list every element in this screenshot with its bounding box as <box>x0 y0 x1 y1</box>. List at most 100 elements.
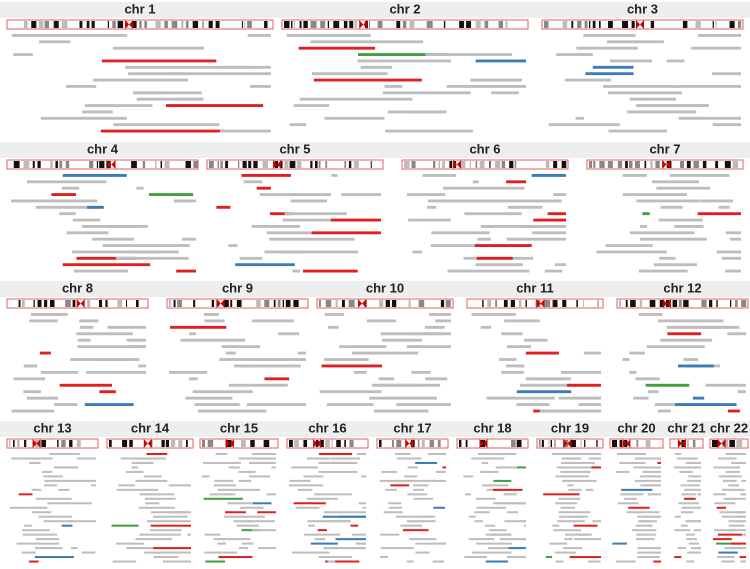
segment <box>282 218 366 222</box>
segment <box>635 524 653 527</box>
segment <box>86 370 146 374</box>
segment <box>203 461 241 464</box>
ideogram-band <box>426 21 433 28</box>
segment <box>605 244 653 247</box>
segment <box>290 199 327 203</box>
segment <box>225 511 246 514</box>
segment <box>240 364 301 368</box>
segment <box>507 205 543 209</box>
segment <box>532 231 566 235</box>
segment <box>730 547 746 550</box>
segment <box>622 193 687 196</box>
segment <box>76 457 96 460</box>
ideogram-band <box>72 300 76 307</box>
ideogram-band <box>588 21 591 28</box>
segment <box>144 497 176 500</box>
segment <box>177 97 204 101</box>
segment <box>575 116 585 120</box>
ideogram-band <box>284 161 289 168</box>
segment <box>115 542 144 545</box>
segment <box>256 186 271 190</box>
segment <box>74 269 129 273</box>
ideogram-band <box>65 300 71 307</box>
ideogram-band <box>69 440 73 447</box>
segment <box>721 515 744 518</box>
segment <box>22 529 50 532</box>
ideogram-band <box>729 21 735 28</box>
centromere <box>717 439 726 448</box>
segment <box>705 383 746 387</box>
ideogram <box>199 438 279 449</box>
segment <box>59 212 76 216</box>
segment <box>102 244 190 247</box>
segment <box>721 256 741 260</box>
segment <box>241 542 254 545</box>
ideogram-band <box>421 440 425 447</box>
segment <box>569 556 601 559</box>
ideogram-band <box>631 21 635 28</box>
segment <box>556 466 593 469</box>
segment <box>678 338 698 342</box>
segment <box>62 263 151 267</box>
segment <box>92 78 189 82</box>
segment <box>525 377 572 381</box>
ideogram-band <box>117 300 123 307</box>
segment <box>640 520 649 523</box>
ideogram-band <box>368 21 371 28</box>
ideogram-band <box>248 161 252 168</box>
segment <box>289 484 324 487</box>
segment <box>659 256 676 260</box>
segment <box>676 85 741 88</box>
segment <box>286 34 371 37</box>
ideogram-band <box>639 300 643 307</box>
segment <box>721 560 735 563</box>
ideogram-band <box>335 300 338 307</box>
ideogram-band <box>53 21 59 28</box>
ideogram-band <box>13 161 20 168</box>
segment <box>657 409 671 413</box>
segment <box>674 529 691 532</box>
ideogram-band <box>325 161 328 168</box>
ideogram-band <box>465 440 468 447</box>
segment <box>556 53 593 56</box>
ideogram-band <box>164 161 170 168</box>
ideogram-band <box>379 440 382 447</box>
segment <box>551 453 585 456</box>
segment <box>725 470 740 473</box>
segment <box>686 560 694 563</box>
segment <box>357 53 449 56</box>
segment <box>639 225 648 228</box>
segment <box>507 345 532 349</box>
segment <box>297 351 306 355</box>
ideogram-band <box>716 300 718 307</box>
segment <box>39 351 51 355</box>
segment <box>679 470 693 473</box>
segment <box>517 466 526 469</box>
segment <box>508 547 526 550</box>
ideogram-band <box>377 21 383 28</box>
segment <box>506 180 527 184</box>
ideogram-band <box>325 300 332 307</box>
ideogram-band <box>487 300 492 307</box>
segment <box>476 506 507 509</box>
segment <box>428 313 451 316</box>
segment <box>667 332 702 336</box>
ideogram-band <box>494 161 501 168</box>
segment <box>697 212 741 216</box>
ideogram-band <box>625 300 628 307</box>
segment <box>484 524 496 527</box>
segment <box>545 556 553 559</box>
segment <box>325 560 360 563</box>
segment <box>407 466 418 469</box>
ideogram-band <box>693 161 699 168</box>
segment <box>725 269 741 273</box>
segment <box>592 520 601 523</box>
ideogram-band <box>285 300 291 307</box>
segment <box>531 174 566 177</box>
centromere <box>225 439 234 448</box>
segment <box>506 364 525 368</box>
ideogram-band <box>695 21 701 28</box>
segment <box>555 502 578 505</box>
segment <box>690 551 701 554</box>
segment <box>476 256 513 260</box>
